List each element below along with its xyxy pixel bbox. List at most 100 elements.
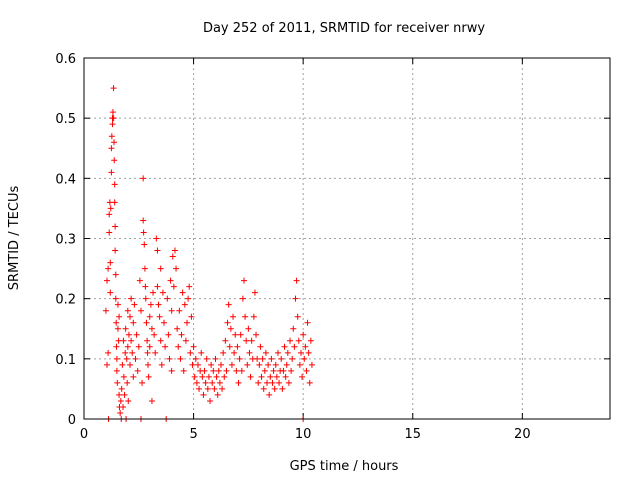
data-point (180, 367, 187, 374)
data-point (127, 361, 134, 368)
data-point (203, 355, 210, 362)
data-point (201, 367, 208, 374)
data-point (110, 85, 117, 92)
chart-title: Day 252 of 2011, SRMTID for receiver nrw… (203, 21, 485, 36)
data-point (306, 379, 313, 386)
data-point (109, 121, 116, 128)
data-point (246, 349, 253, 356)
data-point (202, 379, 209, 386)
data-point (270, 367, 277, 374)
data-point (156, 313, 163, 320)
data-point (158, 361, 165, 368)
data-point (148, 325, 155, 332)
data-point (242, 313, 249, 320)
data-point (170, 283, 177, 290)
data-point (120, 337, 127, 344)
data-point (223, 367, 230, 374)
data-point (152, 349, 159, 356)
data-point (234, 343, 241, 350)
data-point (194, 361, 201, 368)
data-point (134, 367, 141, 374)
data-point (285, 379, 292, 386)
data-point (221, 373, 228, 380)
data-point (112, 295, 119, 302)
data-point (196, 385, 203, 392)
data-point (125, 397, 132, 404)
y-tick-label: 0.6 (55, 52, 76, 67)
data-point (254, 355, 261, 362)
data-point (122, 325, 129, 332)
data-point (150, 289, 157, 296)
data-point (287, 337, 294, 344)
data-point (181, 301, 188, 308)
x-tick-label: 15 (404, 427, 421, 442)
data-point (107, 289, 114, 296)
data-point (308, 361, 315, 368)
data-point (236, 355, 243, 362)
data-point (169, 253, 176, 260)
data-point (120, 373, 127, 380)
data-point (301, 355, 308, 362)
data-point (179, 289, 186, 296)
data-point (111, 199, 118, 206)
data-point (289, 355, 296, 362)
data-point (233, 367, 240, 374)
y-tick-label: 0.4 (55, 172, 76, 187)
data-point (214, 391, 221, 398)
data-point (182, 337, 189, 344)
data-point (118, 385, 125, 392)
plot-frame (83, 57, 611, 420)
data-point (111, 139, 118, 146)
data-point (269, 379, 276, 386)
data-point (168, 307, 175, 314)
data-point (228, 361, 235, 368)
data-point (217, 361, 224, 368)
data-point (104, 361, 111, 368)
data-point (200, 391, 207, 398)
data-point (288, 367, 295, 374)
y-tick-label: 0.5 (55, 112, 76, 127)
data-point (124, 307, 131, 314)
data-point (219, 385, 226, 392)
data-point (282, 373, 289, 380)
data-point (174, 325, 181, 332)
data-point (185, 295, 192, 302)
data-point (114, 325, 121, 332)
data-point (256, 361, 263, 368)
data-point (176, 307, 183, 314)
data-point (232, 331, 239, 338)
data-point (251, 289, 258, 296)
data-point (157, 265, 164, 272)
data-point (143, 319, 150, 326)
data-point (148, 397, 155, 404)
data-point (259, 355, 266, 362)
data-point (290, 325, 297, 332)
data-point (273, 373, 280, 380)
data-point (136, 277, 143, 284)
data-point (258, 373, 265, 380)
data-point (284, 349, 291, 356)
x-tick-label: 10 (295, 427, 312, 442)
data-point (154, 247, 161, 254)
y-tick-label: 0.1 (55, 353, 76, 368)
data-point (154, 283, 161, 290)
data-point (165, 331, 172, 338)
data-point (255, 379, 262, 386)
data-point (264, 379, 271, 386)
data-point (139, 379, 146, 386)
data-point (235, 379, 242, 386)
data-point (294, 313, 301, 320)
data-point (128, 295, 135, 302)
data-point (283, 361, 290, 368)
data-point (209, 379, 216, 386)
data-point (193, 379, 200, 386)
data-point (106, 211, 113, 218)
data-point (142, 283, 149, 290)
data-point (144, 349, 151, 356)
data-point (129, 349, 136, 356)
data-point (108, 145, 115, 152)
data-point (293, 277, 300, 284)
data-point (112, 247, 119, 254)
data-point (257, 343, 264, 350)
data-point (140, 229, 147, 236)
